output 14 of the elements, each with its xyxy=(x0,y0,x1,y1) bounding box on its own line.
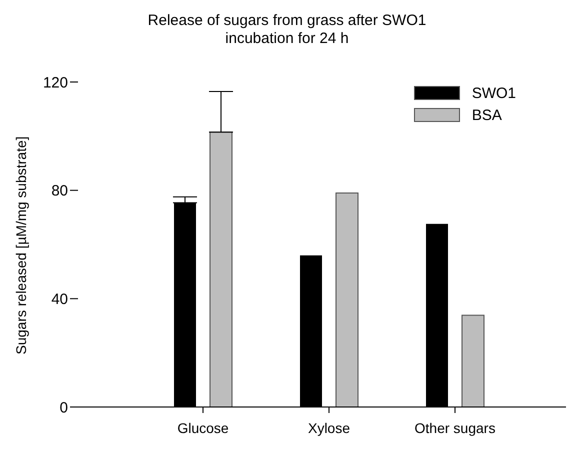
y-axis-title: Sugars released [µM/mg substrate] xyxy=(12,136,29,354)
legend-label: BSA xyxy=(472,106,502,124)
x-tick-label: Glucose xyxy=(177,420,229,436)
bar xyxy=(462,314,484,407)
y-tick-label: 80 xyxy=(51,182,68,200)
bar xyxy=(210,132,232,407)
bar xyxy=(336,192,358,407)
legend-label: SWO1 xyxy=(472,84,516,102)
chart-title: Release of sugars from grass after SWO1 incubation for 24 h xyxy=(146,12,428,48)
x-tick-label: Other sugars xyxy=(414,420,496,436)
y-tick-label: 120 xyxy=(42,74,68,92)
y-tick-label: 0 xyxy=(60,399,68,416)
x-tick-label: Xylose xyxy=(308,420,350,436)
y-tick-label: 40 xyxy=(51,290,68,308)
